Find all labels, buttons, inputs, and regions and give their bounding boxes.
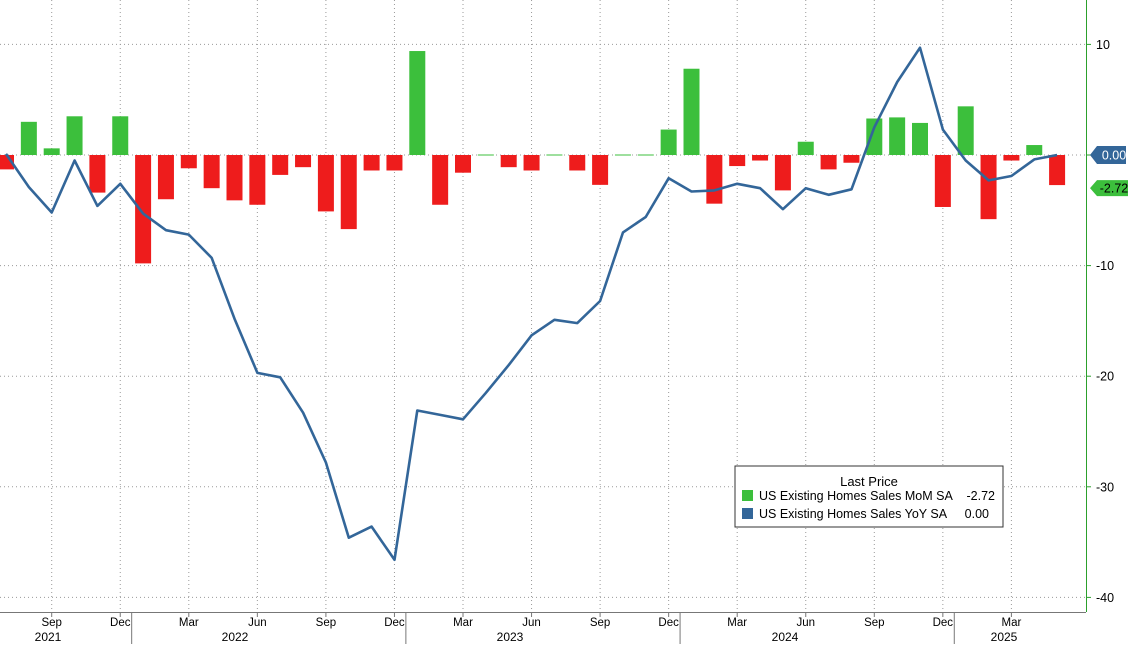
x-tick-label: Mar xyxy=(1001,617,1021,629)
bar xyxy=(180,155,197,169)
bar xyxy=(889,117,906,155)
legend: Last Price US Existing Homes Sales MoM S… xyxy=(734,465,1004,528)
x-tick-label: Jun xyxy=(522,617,541,629)
x-tick-label: Mar xyxy=(453,617,473,629)
bar xyxy=(272,155,289,175)
bar xyxy=(157,155,174,200)
x-year-label: 2025 xyxy=(991,630,1018,644)
bar xyxy=(523,155,540,171)
bar xyxy=(477,154,494,156)
bar xyxy=(820,155,837,170)
bar xyxy=(295,155,312,168)
bar xyxy=(546,154,563,156)
x-year-label: 2024 xyxy=(772,630,799,644)
bar xyxy=(20,121,37,155)
bar xyxy=(135,155,152,264)
bar xyxy=(89,155,106,193)
bar xyxy=(249,155,266,205)
bar xyxy=(866,118,883,155)
bar xyxy=(957,106,974,155)
legend-swatch-mom xyxy=(742,490,753,501)
x-tick-label: Mar xyxy=(727,617,747,629)
bar xyxy=(980,155,997,220)
x-tick-label: Sep xyxy=(316,617,336,629)
x-tick-label: Mar xyxy=(179,617,199,629)
bar xyxy=(843,155,860,163)
last-value-badge-yoy xyxy=(1090,146,1126,164)
bar xyxy=(569,155,586,171)
bar xyxy=(774,155,791,191)
x-year-label: 2022 xyxy=(222,630,249,644)
y-tick-label: -20 xyxy=(1096,370,1114,384)
x-tick-label: Dec xyxy=(933,617,954,629)
x-tick-label: Dec xyxy=(384,617,405,629)
bar xyxy=(386,155,403,171)
bar xyxy=(729,155,746,167)
bar xyxy=(1049,155,1066,186)
bar-series-mom xyxy=(0,51,1066,264)
legend-entry-mom: US Existing Homes Sales MoM SA xyxy=(759,489,953,503)
bar xyxy=(706,155,723,204)
y-tick-label: -10 xyxy=(1096,259,1114,273)
yoy-line xyxy=(4,46,1058,562)
bar xyxy=(912,122,928,155)
x-year-label: 2021 xyxy=(35,630,62,644)
y-tick-label: 10 xyxy=(1096,38,1110,52)
x-year-label: 2023 xyxy=(497,630,524,644)
legend-box xyxy=(734,465,1004,528)
x-tick-label: Jun xyxy=(248,617,267,629)
bar xyxy=(752,155,769,161)
bar xyxy=(43,148,60,155)
legend-value-yoy: 0.00 xyxy=(965,507,989,521)
bar xyxy=(66,116,83,155)
y-axis: 100-10-20-30-400.00-2.72 xyxy=(1086,0,1128,612)
bar xyxy=(1026,145,1043,155)
y-tick-label: -40 xyxy=(1096,591,1114,605)
bar xyxy=(934,155,951,207)
legend-title: Last Price xyxy=(840,474,898,489)
last-value-label-yoy: 0.00 xyxy=(1102,149,1126,163)
bar xyxy=(637,154,654,156)
x-tick-label: Jun xyxy=(796,617,815,629)
x-tick-label: Sep xyxy=(41,617,61,629)
last-value-badge-mom xyxy=(1090,180,1128,197)
bar xyxy=(317,155,334,212)
bar xyxy=(660,129,677,155)
x-tick-label: Dec xyxy=(658,617,679,629)
bar xyxy=(112,116,129,155)
line-series-yoy xyxy=(4,46,1058,562)
legend-swatch-yoy xyxy=(742,508,753,519)
legend-value-mom: -2.72 xyxy=(967,489,996,503)
bar xyxy=(797,141,814,155)
bar xyxy=(432,155,449,205)
bar xyxy=(363,155,380,171)
bar xyxy=(592,155,609,185)
bar xyxy=(683,68,700,155)
x-tick-label: Sep xyxy=(864,617,884,629)
bar xyxy=(455,155,471,173)
last-value-label-mom: -2.72 xyxy=(1100,182,1128,196)
y-tick-label: -30 xyxy=(1096,480,1114,494)
x-axis: Sep Dec Mar Jun Sep Dec Mar Jun Sep Dec Mar Jun Sep D… xyxy=(0,612,1086,644)
x-tick-label: Sep xyxy=(590,617,610,629)
bar xyxy=(614,154,631,156)
bar xyxy=(409,51,426,156)
bar xyxy=(500,155,517,168)
bar xyxy=(1003,155,1020,161)
bar xyxy=(203,155,220,189)
x-tick-label: Dec xyxy=(110,617,131,629)
bar xyxy=(226,155,243,201)
legend-entry-yoy: US Existing Homes Sales YoY SA xyxy=(759,507,948,521)
bar xyxy=(340,155,357,230)
